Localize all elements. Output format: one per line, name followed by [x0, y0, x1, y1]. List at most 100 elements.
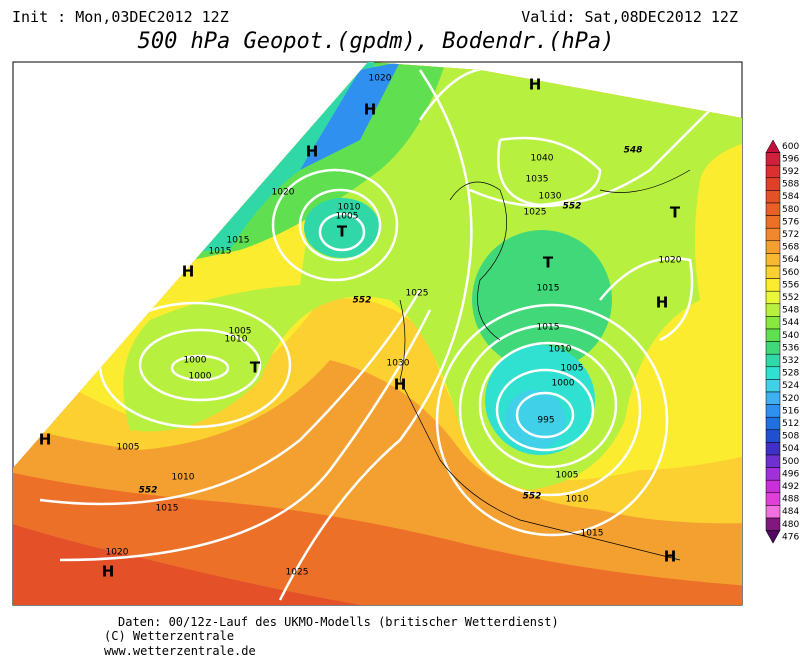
- colorbar-label: 536: [782, 343, 799, 353]
- colorbar-cell: [765, 152, 781, 166]
- colorbar-cell: [765, 303, 781, 317]
- colorbar-cell: [765, 416, 781, 431]
- height-contour-label: 552: [139, 486, 158, 496]
- height-contour-label: 552: [523, 492, 542, 502]
- colorbar-cell: [765, 215, 781, 229]
- pressure-center: H: [529, 76, 542, 94]
- map-labels: 1020102010101005101510151040103510301025…: [39, 74, 682, 581]
- isobar-label: 1025: [524, 208, 547, 218]
- isobar-label: 1020: [369, 74, 392, 84]
- colorbar-cell: [765, 328, 781, 342]
- colorbar-label: 576: [782, 217, 799, 227]
- colorbar-label: 504: [782, 444, 799, 454]
- pressure-center: T: [670, 204, 681, 222]
- isobar-label: 1005: [556, 471, 579, 481]
- isobar-label: 1020: [659, 256, 682, 266]
- colorbar-label: 600: [782, 142, 799, 152]
- isobar-label: 1020: [272, 188, 295, 198]
- height-band: [13, 62, 742, 490]
- colorbar-label: 520: [782, 394, 799, 404]
- colorbar-cell: [765, 404, 781, 418]
- isobar-label: 1005: [117, 443, 140, 453]
- isobar-label: 1030: [539, 192, 562, 202]
- colorbar-label: 496: [782, 469, 799, 479]
- colorbar-cell: [765, 164, 781, 179]
- isobar-label: 1000: [189, 372, 212, 382]
- colorbar-label: 480: [782, 520, 799, 530]
- colorbar-label: 540: [782, 331, 799, 341]
- pressure-center: H: [656, 294, 669, 312]
- isobar-label: 1010: [225, 335, 248, 345]
- isobar-label: 1005: [336, 212, 359, 222]
- colorbar-cell: [765, 202, 781, 216]
- colorbar-cell: [765, 265, 781, 279]
- isobar-label: 1015: [537, 323, 560, 333]
- colorbar-label: 548: [782, 306, 799, 316]
- colorbar-label: 492: [782, 482, 799, 492]
- colorbar-label: 500: [782, 457, 799, 467]
- isobar-label: 1005: [561, 364, 584, 374]
- isobar-label: 1025: [406, 289, 429, 299]
- colorbar-label: 568: [782, 243, 799, 253]
- pressure-center: H: [306, 143, 319, 161]
- colorbar-cell: [765, 530, 781, 544]
- pressure-center: H: [102, 563, 115, 581]
- isobar-label: 1000: [184, 356, 207, 366]
- pressure-center: H: [364, 101, 377, 119]
- colorbar-cell: [765, 240, 781, 254]
- isobar-label: 1025: [286, 568, 309, 578]
- footer-copyright: (C) Wetterzentrale: [104, 629, 234, 643]
- pressure-center: H: [394, 376, 407, 394]
- colorbar-cell: [765, 492, 781, 506]
- colorbar-cell: [765, 454, 781, 468]
- height-contour-label: 552: [353, 296, 372, 306]
- colorbar-cell: [765, 442, 781, 456]
- colorbar-cell: [765, 177, 781, 191]
- isobar-label: 1015: [537, 284, 560, 294]
- colorbar-label: 544: [782, 318, 799, 328]
- colorbar-cell: [765, 341, 781, 355]
- height-contour-label: 548: [624, 146, 643, 156]
- colorbar-cell: [765, 353, 781, 368]
- isobar-label: 1010: [338, 203, 361, 213]
- colorbar-cell: [765, 379, 781, 393]
- colorbar-label: 508: [782, 432, 799, 442]
- pressure-center: H: [182, 263, 195, 281]
- colorbar-label: 580: [782, 205, 799, 215]
- colorbar-label: 564: [782, 255, 799, 265]
- isobar-label: 1035: [526, 175, 549, 185]
- colorbar-label: 560: [782, 268, 799, 278]
- colorbar-cell: [765, 479, 781, 494]
- colorbar-label: 596: [782, 154, 799, 164]
- isobar-label: 1020: [106, 548, 129, 558]
- colorbar-cell: [765, 517, 781, 531]
- isobar-label: 1030: [387, 359, 410, 369]
- isobar-label: 1015: [227, 236, 250, 246]
- colorbar-label: 484: [782, 507, 799, 517]
- colorbar-label: 556: [782, 280, 799, 290]
- colorbar-cell: [765, 366, 781, 380]
- colorbar-label: 512: [782, 419, 799, 429]
- colorbar-label: 552: [782, 293, 799, 303]
- height-contour-label: 552: [563, 202, 582, 212]
- isobar-label: 1040: [531, 154, 554, 164]
- colorbar-cell: [765, 190, 781, 204]
- isobar-label: 1005: [229, 327, 252, 337]
- isobar-label: 1015: [156, 504, 179, 514]
- pressure-center: T: [337, 223, 348, 241]
- valid-time: Valid: Sat,08DEC2012 12Z: [521, 8, 738, 26]
- map-title: 500 hPa Geopot.(gpdm), Bodendr.(hPa): [138, 29, 615, 54]
- colorbar-label: 588: [782, 180, 799, 190]
- colorbar-label: 532: [782, 356, 799, 366]
- colorbar-label: 528: [782, 369, 799, 379]
- colorbar-cell: [765, 467, 781, 481]
- footer-url: www.wetterzentrale.de: [104, 644, 256, 658]
- colorbar-cell: [765, 227, 781, 242]
- coastlines: [399, 169, 691, 561]
- isobar-label: 995: [537, 416, 554, 426]
- colorbar-label: 572: [782, 230, 799, 240]
- isobars: [39, 67, 721, 601]
- colorbar-cell: [765, 505, 781, 519]
- colorbar-cell: [765, 316, 781, 330]
- pressure-center: H: [39, 431, 52, 449]
